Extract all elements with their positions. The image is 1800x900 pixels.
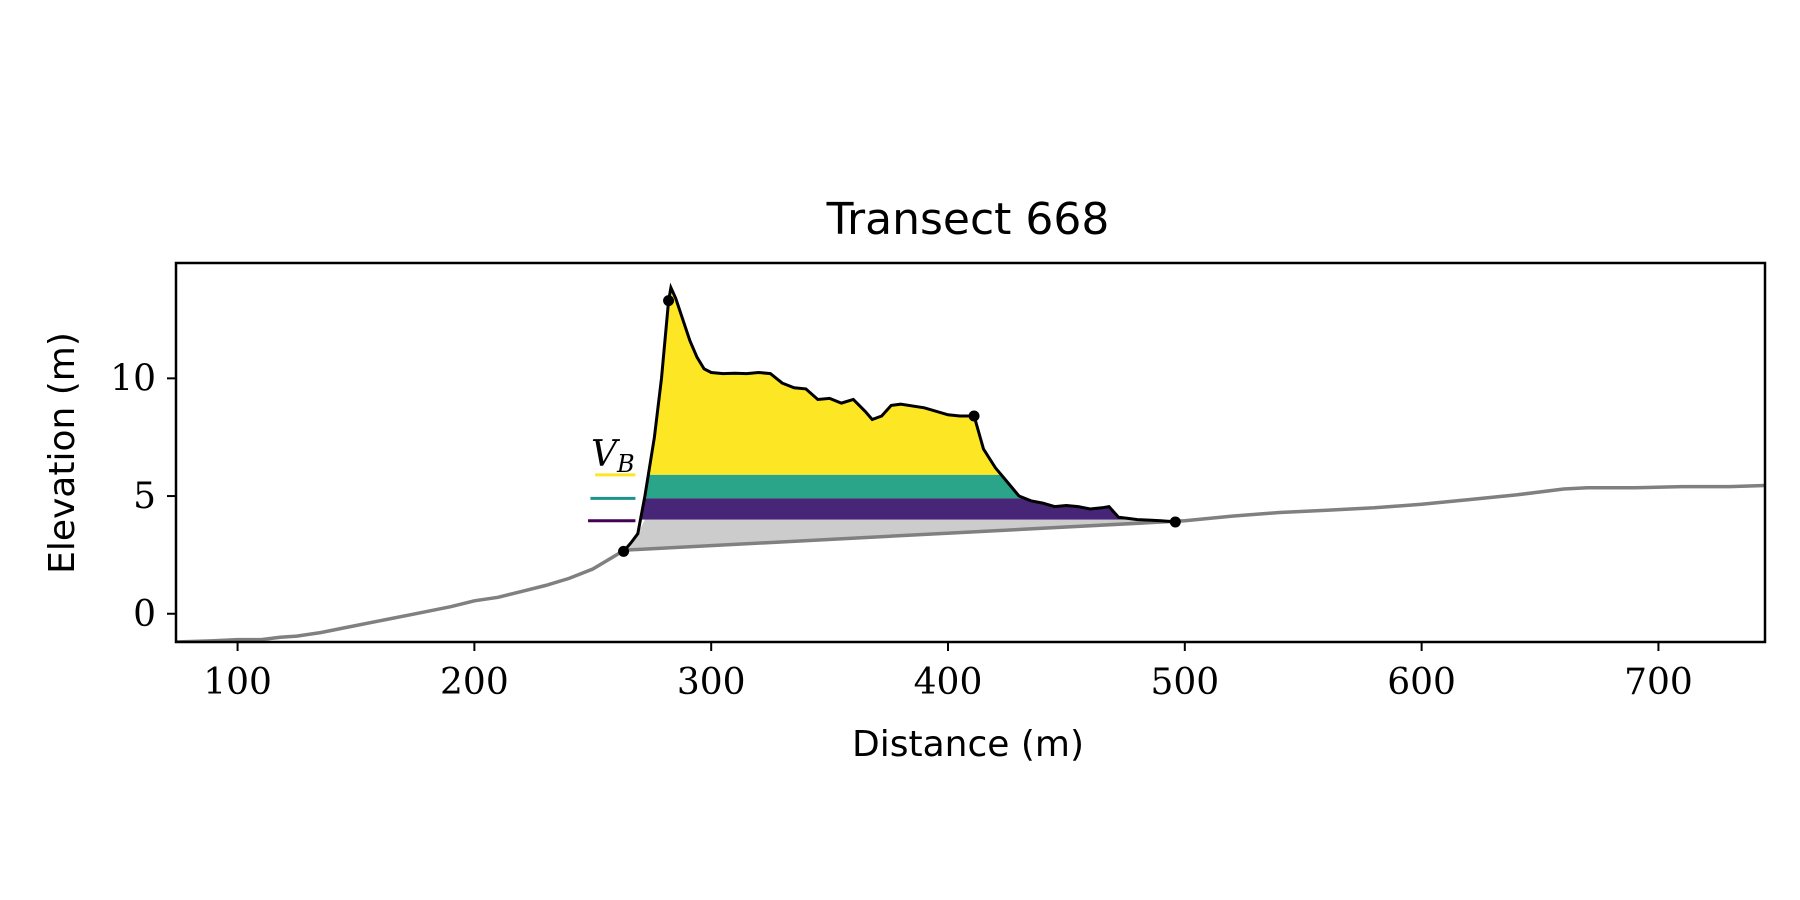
y-tick-label: 10 bbox=[110, 358, 156, 399]
band-purple bbox=[623, 498, 1176, 520]
plot-area bbox=[176, 282, 1765, 642]
y-tick-label: 5 bbox=[133, 476, 156, 517]
vb-annotation: VB bbox=[591, 434, 635, 478]
y-axis-label: Elevation (m) bbox=[42, 332, 83, 574]
x-tick-label: 600 bbox=[1387, 662, 1456, 703]
x-tick-label: 100 bbox=[203, 662, 272, 703]
x-tick-label: 400 bbox=[914, 662, 983, 703]
band-legend-lines bbox=[588, 473, 636, 523]
vb-annotation-main: V bbox=[591, 434, 621, 475]
key-point-1 bbox=[663, 295, 675, 307]
x-tick-label: 500 bbox=[1150, 662, 1219, 703]
profile-line bbox=[176, 483, 1765, 642]
key-point-3 bbox=[1169, 516, 1181, 528]
chart-title: Transect 668 bbox=[826, 194, 1110, 245]
x-tick-label: 200 bbox=[440, 662, 509, 703]
dune-outline bbox=[622, 282, 1176, 553]
plot-frame bbox=[174, 261, 1767, 644]
key-point-2 bbox=[968, 410, 980, 422]
x-axis-ticks: 100 200 300 400 500 600 700 bbox=[203, 642, 1693, 703]
vb-annotation-subscript: B bbox=[616, 450, 635, 478]
y-axis-ticks: 0 5 10 bbox=[110, 358, 176, 635]
y-tick-label: 0 bbox=[133, 594, 156, 635]
x-tick-label: 700 bbox=[1624, 662, 1693, 703]
band-yellow bbox=[623, 287, 1176, 475]
key-points bbox=[618, 295, 1181, 557]
x-axis-label: Distance (m) bbox=[852, 724, 1084, 765]
band-teal bbox=[623, 474, 1176, 499]
key-point-0 bbox=[618, 545, 630, 557]
elevation-bands bbox=[623, 287, 1176, 520]
x-tick-label: 300 bbox=[677, 662, 746, 703]
